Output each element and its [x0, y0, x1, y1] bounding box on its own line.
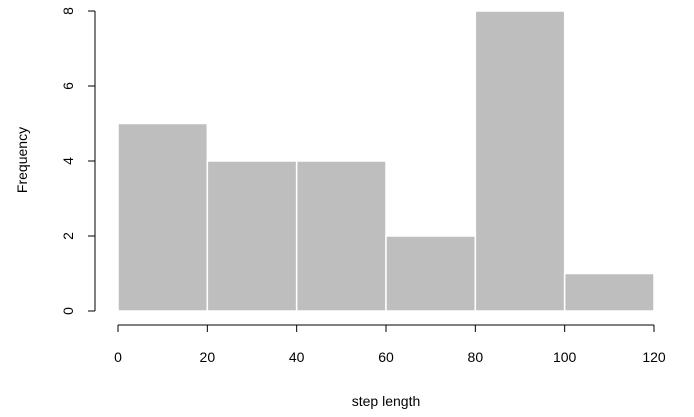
histogram-bar-4: [474, 10, 566, 312]
y-tick-label: 8: [60, 7, 76, 15]
histogram-bar-5: [563, 272, 655, 312]
x-tick-label: 40: [289, 349, 305, 365]
histogram-bar-1: [206, 160, 298, 312]
x-tick-label: 20: [200, 349, 216, 365]
histogram-bar-2: [295, 160, 387, 312]
x-tick-label: 80: [468, 349, 484, 365]
x-axis: 0 20 40 60 80 100 120: [114, 324, 666, 365]
x-tick-label: 60: [378, 349, 394, 365]
bars-group: [117, 10, 655, 312]
y-tick-label: 0: [60, 307, 76, 315]
x-tick-label: 100: [553, 349, 577, 365]
histogram-bar-3: [385, 235, 477, 312]
y-tick-label: 4: [60, 157, 76, 165]
x-tick-label: 0: [114, 349, 122, 365]
x-axis-title: step length: [352, 393, 421, 409]
y-axis-title: Frequency: [14, 127, 30, 193]
y-tick-label: 2: [60, 232, 76, 240]
y-axis: 0 2 4 6 8: [60, 7, 96, 315]
y-tick-label: 6: [60, 82, 76, 90]
histogram-bar-0: [117, 122, 209, 312]
x-tick-label: 120: [642, 349, 666, 365]
